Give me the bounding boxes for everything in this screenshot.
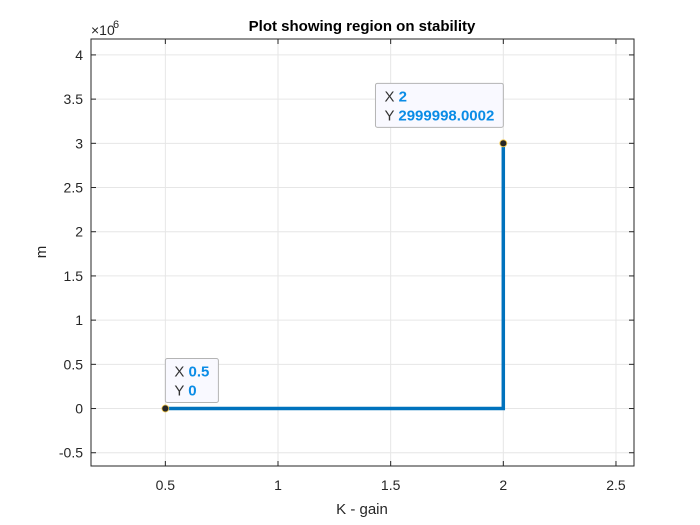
y-tick-label: 1 [75, 312, 83, 328]
y-tick-label: 3 [75, 135, 83, 151]
datatip-y-row: Y 2999998.0002 [384, 107, 494, 124]
x-tick-label: 0.5 [156, 477, 176, 493]
y-tick-label: 2 [75, 224, 83, 240]
tick-labels: 0.5 1 1.5 2 2.5 -0.5 0 0.5 1 1.5 2 2.5 3 3.5 4 [59, 47, 626, 493]
datatip-box [374, 82, 504, 128]
y-tick-label: 4 [75, 47, 83, 63]
x-tick-label: 1 [274, 477, 282, 493]
series-group [165, 143, 506, 411]
datatip-marker [499, 139, 508, 148]
y-exponent-power: 6 [113, 19, 119, 31]
datatip[interactable]: X 0.5 Y 0 [161, 358, 219, 413]
axis-ticks [91, 39, 634, 466]
x-tick-label: 1.5 [381, 477, 401, 493]
y-exponent-label: ×10 [91, 22, 115, 38]
y-tick-label: 0 [75, 401, 83, 417]
y-tick-label: -0.5 [59, 445, 83, 461]
axes-box [90, 38, 635, 467]
datatip-x-row: X 0.5 [174, 364, 209, 381]
series-line [165, 143, 506, 411]
datatip-marker [161, 404, 170, 413]
y-tick-label: 0.5 [64, 356, 84, 372]
y-axis-label: m [33, 246, 50, 259]
datatip[interactable]: X 2 Y 2999998.0002 [374, 82, 508, 148]
datatip-y-row: Y 0 [174, 383, 196, 400]
x-axis-label: K - gain [336, 501, 388, 518]
y-tick-label: 1.5 [64, 268, 84, 284]
x-tick-label: 2.5 [606, 477, 626, 493]
datatip-box [164, 358, 219, 404]
y-tick-label: 3.5 [64, 91, 84, 107]
y-tick-label: 2.5 [64, 180, 84, 196]
datatips: X 0.5 Y 0 X 2 Y 2999998.0002 [161, 82, 508, 413]
datatip-x-row: X 2 [384, 88, 407, 105]
x-tick-label: 2 [499, 477, 507, 493]
chart-title: Plot showing region on stability [249, 18, 476, 35]
